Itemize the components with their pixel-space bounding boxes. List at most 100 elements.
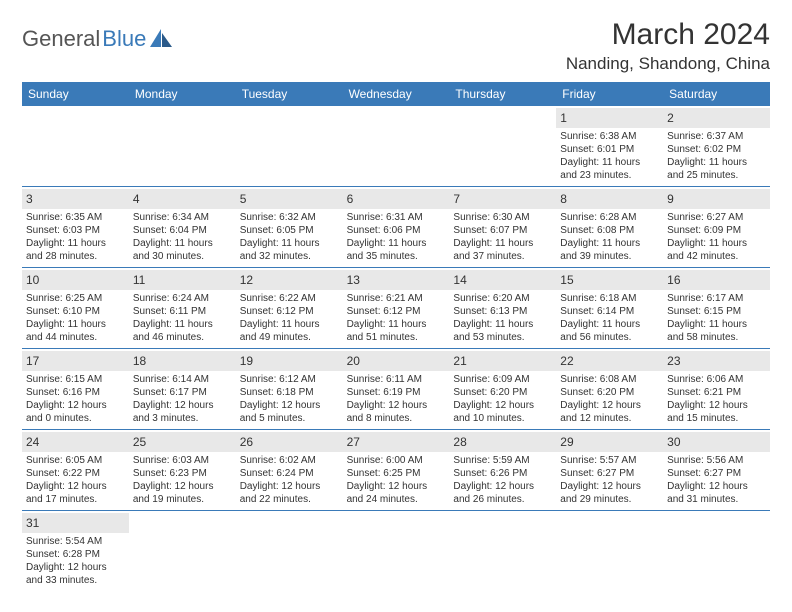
cell-line-sunrise: Sunrise: 6:14 AM <box>133 373 232 386</box>
cell-line-sunrise: Sunrise: 6:20 AM <box>453 292 552 305</box>
cell-line-dl1: Daylight: 11 hours <box>560 156 659 169</box>
calendar-cell: 23Sunrise: 6:06 AMSunset: 6:21 PMDayligh… <box>663 349 770 429</box>
daynum-row: 8 <box>556 189 663 209</box>
cell-line-dl2: and 30 minutes. <box>133 250 232 263</box>
day-number: 14 <box>453 273 466 287</box>
header: General Blue March 2024 Nanding, Shandon… <box>22 18 770 74</box>
cell-line-dl2: and 10 minutes. <box>453 412 552 425</box>
cell-line-dl1: Daylight: 12 hours <box>560 480 659 493</box>
cell-line-dl2: and 12 minutes. <box>560 412 659 425</box>
daynum-row: 30 <box>663 432 770 452</box>
calendar-cell: 12Sunrise: 6:22 AMSunset: 6:12 PMDayligh… <box>236 268 343 348</box>
cell-line-dl2: and 58 minutes. <box>667 331 766 344</box>
calendar-cell: 1Sunrise: 6:38 AMSunset: 6:01 PMDaylight… <box>556 106 663 186</box>
calendar-cell: 11Sunrise: 6:24 AMSunset: 6:11 PMDayligh… <box>129 268 236 348</box>
cell-line-sunrise: Sunrise: 6:25 AM <box>26 292 125 305</box>
cell-line-sunrise: Sunrise: 6:02 AM <box>240 454 339 467</box>
cell-line-sunset: Sunset: 6:09 PM <box>667 224 766 237</box>
calendar-cell: 7Sunrise: 6:30 AMSunset: 6:07 PMDaylight… <box>449 187 556 267</box>
cell-line-dl1: Daylight: 11 hours <box>347 237 446 250</box>
daynum-row: 9 <box>663 189 770 209</box>
cell-line-dl1: Daylight: 12 hours <box>240 480 339 493</box>
cell-line-dl2: and 39 minutes. <box>560 250 659 263</box>
cell-line-sunrise: Sunrise: 6:21 AM <box>347 292 446 305</box>
cell-line-sunset: Sunset: 6:28 PM <box>26 548 125 561</box>
calendar-cell: 6Sunrise: 6:31 AMSunset: 6:06 PMDaylight… <box>343 187 450 267</box>
daynum-row: 4 <box>129 189 236 209</box>
day-number: 11 <box>133 273 145 287</box>
cell-line-dl2: and 19 minutes. <box>133 493 232 506</box>
cell-line-sunset: Sunset: 6:23 PM <box>133 467 232 480</box>
daynum-row: 29 <box>556 432 663 452</box>
cell-line-sunrise: Sunrise: 5:56 AM <box>667 454 766 467</box>
cell-line-sunrise: Sunrise: 6:28 AM <box>560 211 659 224</box>
day-header: Monday <box>129 82 236 106</box>
cell-line-sunrise: Sunrise: 6:08 AM <box>560 373 659 386</box>
cell-line-dl2: and 46 minutes. <box>133 331 232 344</box>
daynum-row: 15 <box>556 270 663 290</box>
day-number: 1 <box>560 111 567 125</box>
cell-line-dl1: Daylight: 12 hours <box>453 480 552 493</box>
cell-line-dl1: Daylight: 11 hours <box>453 237 552 250</box>
cell-line-dl1: Daylight: 12 hours <box>26 480 125 493</box>
calendar-cell <box>129 511 236 591</box>
calendar-cell: 10Sunrise: 6:25 AMSunset: 6:10 PMDayligh… <box>22 268 129 348</box>
cell-line-dl2: and 33 minutes. <box>26 574 125 587</box>
logo-general-text: General <box>22 26 100 52</box>
cell-line-sunset: Sunset: 6:16 PM <box>26 386 125 399</box>
daynum-row: 20 <box>343 351 450 371</box>
cell-line-sunset: Sunset: 6:03 PM <box>26 224 125 237</box>
cell-line-sunset: Sunset: 6:12 PM <box>347 305 446 318</box>
cell-line-dl2: and 8 minutes. <box>347 412 446 425</box>
calendar-page: General Blue March 2024 Nanding, Shandon… <box>0 0 792 609</box>
day-number: 13 <box>347 273 360 287</box>
cell-line-dl1: Daylight: 11 hours <box>133 237 232 250</box>
cell-line-dl2: and 15 minutes. <box>667 412 766 425</box>
cell-line-dl2: and 5 minutes. <box>240 412 339 425</box>
daynum-row: 28 <box>449 432 556 452</box>
day-number: 7 <box>453 192 460 206</box>
cell-line-sunset: Sunset: 6:12 PM <box>240 305 339 318</box>
cell-line-dl2: and 32 minutes. <box>240 250 339 263</box>
calendar-cell: 30Sunrise: 5:56 AMSunset: 6:27 PMDayligh… <box>663 430 770 510</box>
cell-line-sunrise: Sunrise: 6:37 AM <box>667 130 766 143</box>
daynum-row: 18 <box>129 351 236 371</box>
calendar-cell: 24Sunrise: 6:05 AMSunset: 6:22 PMDayligh… <box>22 430 129 510</box>
calendar-cell: 29Sunrise: 5:57 AMSunset: 6:27 PMDayligh… <box>556 430 663 510</box>
daynum-row: 24 <box>22 432 129 452</box>
calendar-cell <box>236 511 343 591</box>
day-number: 31 <box>26 516 39 530</box>
calendar-cell: 19Sunrise: 6:12 AMSunset: 6:18 PMDayligh… <box>236 349 343 429</box>
day-number: 20 <box>347 354 360 368</box>
cell-line-sunset: Sunset: 6:25 PM <box>347 467 446 480</box>
day-number: 4 <box>133 192 140 206</box>
cell-line-dl2: and 23 minutes. <box>560 169 659 182</box>
daynum-row: 13 <box>343 270 450 290</box>
day-number: 3 <box>26 192 33 206</box>
week-row: 1Sunrise: 6:38 AMSunset: 6:01 PMDaylight… <box>22 106 770 187</box>
cell-line-sunset: Sunset: 6:18 PM <box>240 386 339 399</box>
calendar-cell: 31Sunrise: 5:54 AMSunset: 6:28 PMDayligh… <box>22 511 129 591</box>
cell-line-dl1: Daylight: 11 hours <box>133 318 232 331</box>
cell-line-dl1: Daylight: 11 hours <box>240 318 339 331</box>
cell-line-dl2: and 49 minutes. <box>240 331 339 344</box>
daynum-row: 22 <box>556 351 663 371</box>
day-number: 21 <box>453 354 466 368</box>
day-number: 9 <box>667 192 674 206</box>
calendar-cell <box>22 106 129 186</box>
calendar-cell: 4Sunrise: 6:34 AMSunset: 6:04 PMDaylight… <box>129 187 236 267</box>
calendar-cell <box>449 511 556 591</box>
cell-line-sunset: Sunset: 6:20 PM <box>560 386 659 399</box>
cell-line-dl1: Daylight: 11 hours <box>347 318 446 331</box>
cell-line-sunset: Sunset: 6:22 PM <box>26 467 125 480</box>
daynum-row: 25 <box>129 432 236 452</box>
cell-line-dl1: Daylight: 12 hours <box>667 480 766 493</box>
cell-line-sunset: Sunset: 6:10 PM <box>26 305 125 318</box>
day-number: 16 <box>667 273 680 287</box>
day-header: Wednesday <box>343 82 450 106</box>
cell-line-dl1: Daylight: 11 hours <box>453 318 552 331</box>
cell-line-dl1: Daylight: 11 hours <box>667 156 766 169</box>
cell-line-sunset: Sunset: 6:08 PM <box>560 224 659 237</box>
cell-line-dl2: and 28 minutes. <box>26 250 125 263</box>
cell-line-dl1: Daylight: 12 hours <box>347 480 446 493</box>
